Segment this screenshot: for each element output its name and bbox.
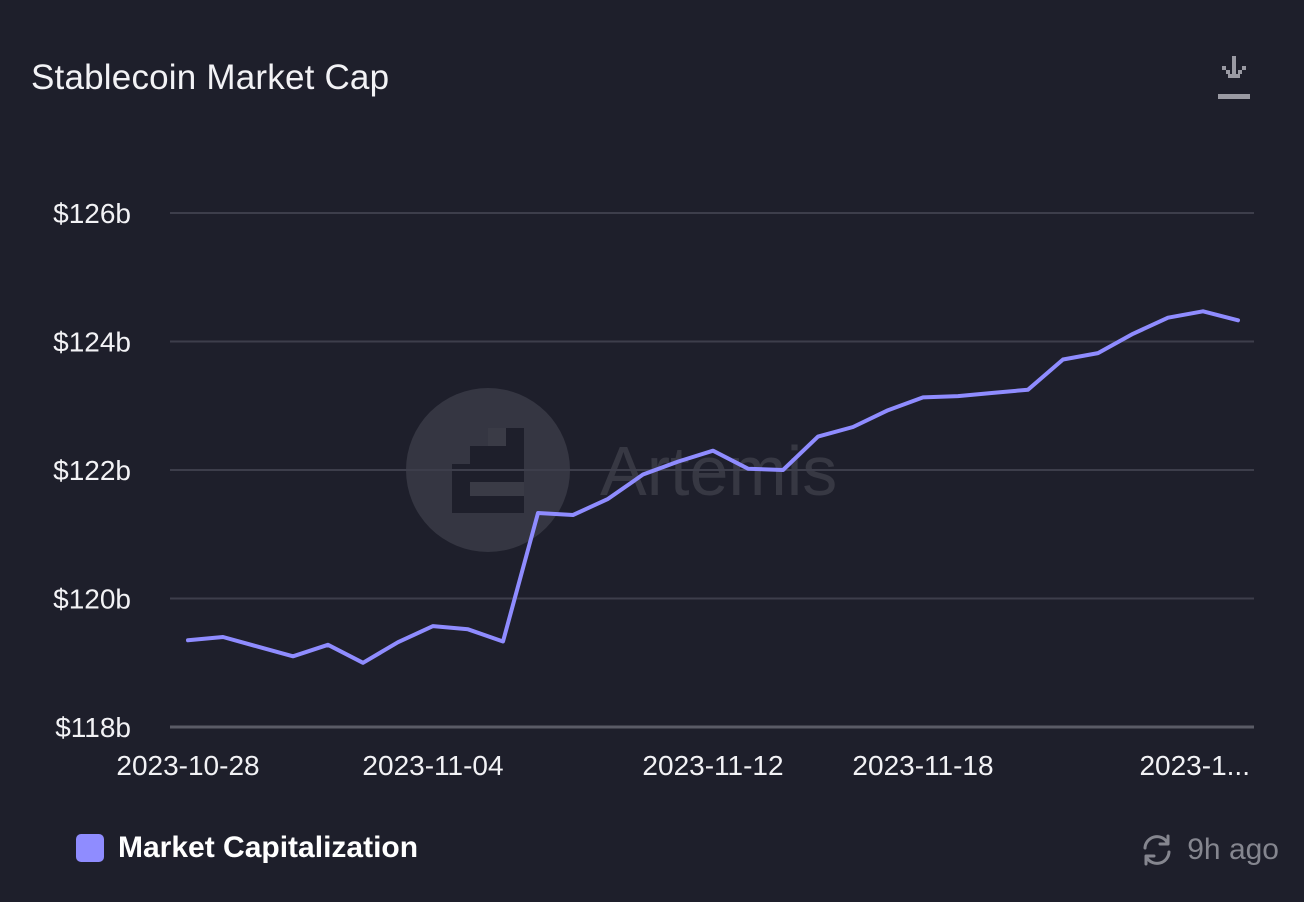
chart-title: Stablecoin Market Cap [31, 58, 390, 97]
data-point[interactable] [1090, 345, 1106, 361]
refresh-icon[interactable] [1139, 832, 1175, 868]
data-point[interactable] [670, 454, 686, 470]
x-tick-label: 2023-11-04 [362, 750, 503, 781]
data-point[interactable] [390, 634, 406, 650]
last-updated: 9h ago [1139, 830, 1279, 870]
data-point[interactable] [355, 655, 371, 671]
updated-text: 9h ago [1187, 833, 1279, 866]
data-point[interactable] [775, 462, 791, 478]
data-point[interactable] [1020, 382, 1036, 398]
line-chart: Artemis $126b$124b$122b$120b$118b 2023-1… [53, 198, 1254, 781]
data-point[interactable] [320, 637, 336, 653]
data-point[interactable] [460, 621, 476, 637]
data-point[interactable] [495, 634, 511, 650]
data-point[interactable] [1160, 310, 1176, 326]
data-point[interactable] [915, 389, 931, 405]
y-tick-label: $126b [53, 198, 131, 229]
series-line-market-capitalization [186, 309, 1240, 665]
data-point[interactable] [880, 402, 896, 418]
data-point[interactable] [250, 639, 266, 655]
y-tick-label: $122b [53, 455, 131, 486]
legend-swatch [76, 834, 104, 862]
x-tick-label: 2023-11-12 [642, 750, 783, 781]
data-point[interactable] [845, 419, 861, 435]
data-point[interactable] [1055, 351, 1071, 367]
download-icon[interactable] [1210, 52, 1258, 108]
y-tick-label: $118b [55, 712, 131, 743]
data-point[interactable] [950, 388, 966, 404]
data-point[interactable] [810, 429, 826, 445]
data-point[interactable] [600, 491, 616, 507]
y-tick-label: $120b [53, 584, 131, 615]
data-point[interactable] [1125, 326, 1141, 342]
x-tick-label: 2023-11-18 [852, 750, 993, 781]
data-point[interactable] [1230, 312, 1246, 328]
data-point[interactable] [635, 466, 651, 482]
data-point[interactable] [285, 648, 301, 664]
x-tick-label: 2023-1... [1139, 750, 1250, 781]
legend[interactable]: Market Capitalization [76, 830, 418, 866]
data-point[interactable] [705, 443, 721, 459]
x-tick-label: 2023-10-28 [116, 750, 259, 781]
data-point[interactable] [425, 618, 441, 634]
data-point[interactable] [215, 629, 231, 645]
data-point[interactable] [180, 632, 196, 648]
legend-label: Market Capitalization [118, 831, 419, 864]
data-point[interactable] [985, 385, 1001, 401]
data-point[interactable] [740, 461, 756, 477]
data-point[interactable] [1195, 303, 1211, 319]
y-tick-label: $124b [53, 327, 131, 358]
data-point[interactable] [530, 505, 546, 521]
data-point[interactable] [565, 507, 581, 523]
